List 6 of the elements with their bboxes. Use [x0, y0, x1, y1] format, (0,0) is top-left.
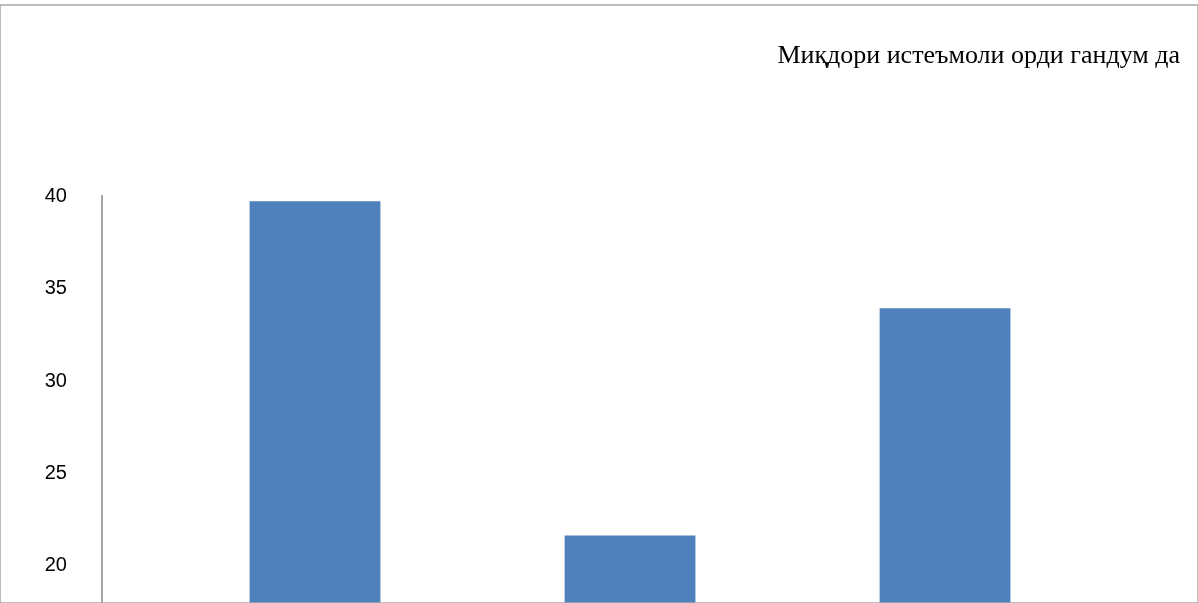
y-tick-label: 35	[44, 276, 67, 299]
y-tick-label: 20	[44, 553, 67, 576]
chart-title: Миқдори истеъмоли орди гандум да	[777, 40, 1181, 70]
y-tick-label: 25	[44, 460, 67, 483]
y-tick-label: 40	[44, 184, 67, 206]
y-tick-label: 30	[44, 368, 67, 391]
